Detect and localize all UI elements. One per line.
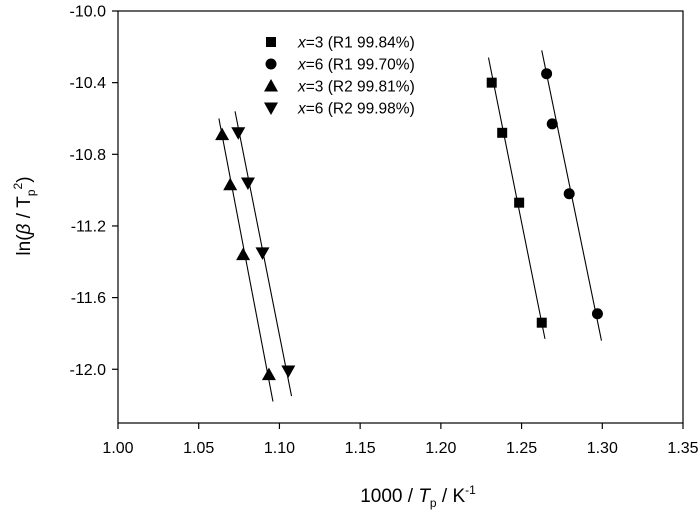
y-tick-label: -11.6: [71, 290, 106, 307]
x-tick-label: 1.05: [183, 440, 214, 457]
y-tick-label: -11.2: [71, 218, 106, 235]
legend-square-marker: [266, 37, 276, 47]
circle-marker: [591, 308, 603, 320]
x-tick-label: 1.30: [587, 440, 618, 457]
y-axis-title: ln(β / Tp2): [11, 176, 38, 255]
legend-triangle-up-marker: [264, 79, 278, 92]
triangle-down-marker: [281, 365, 296, 379]
y-tick-label: -12.0: [70, 362, 107, 379]
legend-entry-label: x=6 (R2 99.98%): [297, 101, 415, 118]
square-marker: [497, 127, 508, 138]
plot-frame: [117, 10, 684, 424]
triangle-down-marker: [231, 127, 246, 140]
data-markers: [215, 68, 603, 381]
circle-marker: [563, 188, 575, 200]
plot-area-border: [117, 10, 684, 424]
legend-entry-label: x=3 (R1 99.84%): [297, 35, 415, 52]
x-tick-label: 1.35: [667, 440, 698, 457]
x-tick-label: 1.20: [425, 440, 456, 457]
x-tick-label: 1.00: [102, 440, 133, 457]
x-axis-title: 1000 / Tp / K-1: [360, 483, 476, 510]
legend-triangle-down-marker: [264, 102, 278, 115]
triangle-up-marker: [261, 367, 276, 381]
triangle-down-marker: [255, 247, 270, 260]
x-tick-label: 1.25: [506, 440, 537, 457]
legend: x=3 (R1 99.84%) x=6 (R1 99.70%) x=3 (R2 99…: [264, 35, 415, 118]
square-marker: [514, 197, 525, 208]
y-axis-ticks: -10.0 -10.4 -10.8 -11.2 -11.6 -12.0: [70, 4, 118, 379]
y-tick-label: -10.4: [70, 75, 107, 92]
circle-marker: [541, 68, 553, 80]
square-marker: [486, 77, 497, 88]
y-tick-label: -10.8: [70, 147, 107, 164]
square-marker: [536, 317, 547, 328]
circle-marker: [546, 118, 558, 130]
legend-entry-label: x=3 (R2 99.81%): [297, 79, 415, 96]
triangle-up-marker: [223, 177, 238, 191]
x-tick-label: 1.15: [345, 440, 376, 457]
triangle-up-marker: [236, 247, 251, 261]
legend-circle-marker: [265, 58, 277, 70]
legend-entry-label: x=6 (R1 99.70%): [297, 57, 415, 74]
triangle-up-marker: [215, 127, 230, 141]
x-axis-ticks: 1.00 1.05 1.10 1.15 1.20 1.25 1.30 1.35: [102, 423, 699, 457]
triangle-down-marker: [240, 177, 255, 190]
y-tick-label: -10.0: [70, 4, 107, 21]
x-tick-label: 1.10: [264, 440, 295, 457]
